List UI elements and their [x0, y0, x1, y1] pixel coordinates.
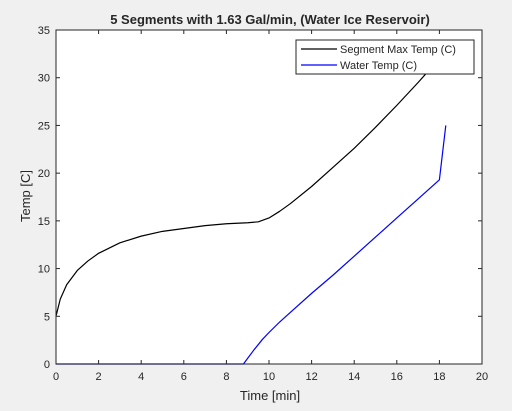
x-axis-ticks: 0 2 4 6 8 10 12 14 16 18 20: [53, 30, 488, 383]
series-lines: [55, 67, 447, 365]
chart-title: 5 Segments with 1.63 Gal/min, (Water Ice…: [110, 12, 430, 27]
y-tick-label: 10: [38, 264, 50, 276]
x-tick-label: 6: [181, 371, 187, 383]
legend-label-water-temp: Water Temp (C): [340, 60, 417, 72]
y-tick-label: 30: [38, 73, 50, 85]
y-tick-label: 0: [44, 359, 50, 371]
x-tick-label: 4: [138, 371, 144, 383]
y-tick-label: 15: [38, 216, 50, 228]
x-tick-label: 10: [263, 371, 275, 383]
x-axis-label: Time [min]: [240, 388, 300, 403]
legend: Segment Max Temp (C) Water Temp (C): [295, 39, 475, 75]
x-tick-label: 8: [223, 371, 229, 383]
x-tick-label: 2: [96, 371, 102, 383]
x-tick-label: 0: [53, 371, 59, 383]
y-tick-label: 25: [38, 120, 50, 132]
legend-box: [295, 39, 475, 75]
x-tick-label: 16: [391, 371, 403, 383]
y-tick-label: 5: [44, 311, 50, 323]
x-tick-label: 20: [476, 371, 488, 383]
plot-area: [56, 30, 482, 364]
plot-box: [55, 29, 483, 365]
x-tick-label: 12: [305, 371, 317, 383]
legend-label-segment-max: Segment Max Temp (C): [340, 44, 456, 56]
series-line-segment-max-temp: [55, 67, 432, 317]
series-line-water-temp: [56, 125, 447, 365]
x-tick-label: 14: [348, 371, 360, 383]
y-axis-ticks: 0 5 10 15 20 25 30 35: [38, 25, 482, 371]
x-tick-label: 18: [433, 371, 445, 383]
y-tick-label: 20: [38, 168, 50, 180]
y-axis-label: Temp [C]: [18, 170, 33, 222]
y-tick-label: 35: [38, 25, 50, 37]
